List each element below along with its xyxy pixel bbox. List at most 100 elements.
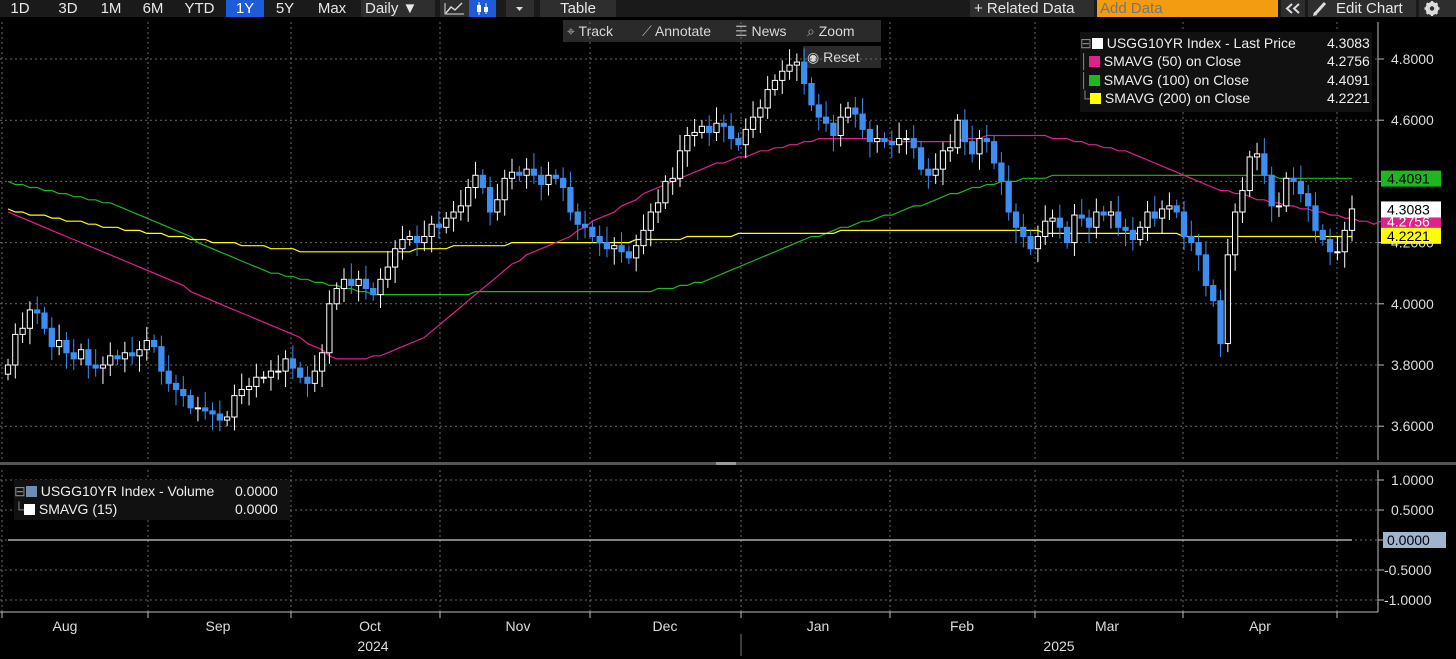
candle: [596, 225, 603, 257]
candle-body: [728, 125, 735, 140]
vol-y-tick-label: -0.5000: [1384, 562, 1432, 578]
legend-volume-sma15[interactable]: └ SMAVG (15) 0.0000: [14, 501, 278, 517]
annotate-button[interactable]: ⟋ Annotate: [638, 20, 734, 42]
candle-body: [245, 385, 253, 390]
legend-swatch: [1089, 93, 1101, 104]
candle-body: [881, 138, 888, 143]
candle-body: [318, 352, 326, 372]
candle-body: [238, 388, 245, 397]
candle-body: [771, 79, 779, 91]
legend-sma100[interactable]: │ SMAVG (100) on Close 4.4091: [1080, 72, 1370, 88]
candle: [421, 220, 428, 252]
candle: [187, 389, 194, 414]
legend-swatch: [1088, 75, 1100, 86]
collapse-panel-icon[interactable]: [1281, 0, 1305, 17]
candle-body: [289, 358, 296, 369]
range-1d-button[interactable]: 1D: [10, 0, 30, 17]
candle: [209, 402, 216, 430]
interval-dropdown[interactable]: Daily ▼: [361, 0, 435, 17]
legend-volume[interactable]: ⊟ USGG10YR Index - Volume 0.0000: [14, 483, 278, 499]
candle: [1239, 177, 1246, 224]
chart-type-dropdown[interactable]: [506, 0, 534, 17]
candle-body: [12, 333, 19, 366]
candle-body: [165, 370, 172, 384]
candle-body: [1034, 235, 1042, 250]
candle: [691, 118, 698, 147]
candle: [749, 101, 757, 138]
candle: [1064, 221, 1071, 249]
candle: [85, 338, 92, 379]
candle: [129, 336, 136, 365]
legend-label: SMAVG (50) on Close: [1103, 53, 1242, 69]
range-6m-button[interactable]: 6M: [142, 0, 164, 17]
chart-toolbar: 1D 3D 1M 6M YTD 1Y 5Y Max Daily ▼ Table …: [0, 0, 1456, 17]
line-chart-icon[interactable]: [440, 0, 469, 17]
candle-body: [779, 70, 786, 81]
candle-body: [903, 138, 910, 141]
candlestick-icon[interactable]: [469, 0, 496, 17]
zoom-button[interactable]: ⌕ Zoom: [803, 20, 881, 42]
settings-button[interactable]: [1419, 0, 1456, 17]
candle: [260, 371, 267, 384]
candle-body: [355, 278, 362, 286]
track-button[interactable]: ⌖ Track: [563, 20, 643, 42]
candle: [435, 210, 443, 239]
candle: [1020, 213, 1027, 248]
candle-body: [691, 131, 698, 137]
candle: [194, 396, 202, 422]
table-button[interactable]: Table: [540, 0, 616, 17]
candle-body: [808, 82, 815, 106]
news-button[interactable]: ☰ News: [731, 20, 804, 42]
candle-body: [939, 150, 947, 170]
candle: [998, 152, 1005, 195]
candle-body: [516, 171, 523, 176]
related-data-button[interactable]: + Related Data: [970, 0, 1094, 17]
legend-sma50[interactable]: │ SMAVG (50) on Close 4.2756: [1080, 53, 1370, 69]
legend-sma200[interactable]: └ SMAVG (200) on Close 4.2221: [1080, 90, 1370, 106]
reset-button[interactable]: ◉ Reset: [803, 46, 881, 68]
candle-body: [384, 266, 391, 280]
candle: [77, 343, 85, 365]
range-ytd-button[interactable]: YTD: [184, 0, 215, 17]
candle: [1283, 172, 1290, 212]
candle: [1100, 205, 1107, 222]
legend-value: 0.0000: [235, 501, 278, 517]
edit-chart-button[interactable]: Edit Chart: [1308, 0, 1416, 17]
candle-body: [1100, 211, 1107, 216]
candle: [720, 114, 727, 143]
candle-body: [202, 407, 209, 412]
candle: [1049, 209, 1056, 238]
candle: [698, 120, 706, 139]
range-1m-button[interactable]: 1M: [100, 0, 122, 17]
candle-body: [1290, 177, 1297, 182]
candle-body: [852, 107, 859, 115]
candle: [713, 107, 720, 142]
range-1y-button[interactable]: 1Y: [226, 0, 264, 17]
value-tag: 4.3083: [1381, 201, 1441, 218]
candle: [158, 335, 165, 385]
candle: [1085, 209, 1093, 244]
candle-body: [720, 122, 727, 127]
candle-body: [326, 303, 333, 354]
value-tag-bg: [1381, 213, 1441, 230]
candle-body: [150, 340, 158, 348]
range-max-button[interactable]: Max: [317, 0, 347, 17]
candle: [552, 169, 559, 185]
candle: [56, 324, 63, 356]
candle: [318, 344, 326, 388]
candle-body: [508, 171, 516, 179]
candle-body: [129, 352, 136, 357]
candle-body: [1064, 226, 1071, 244]
candle-body: [1305, 193, 1312, 207]
candle-body: [618, 245, 625, 253]
candle-body: [1107, 211, 1115, 216]
candle-body: [1027, 235, 1034, 250]
range-3d-button[interactable]: 3D: [58, 0, 78, 17]
candle: [238, 373, 245, 405]
candle-body: [1348, 208, 1356, 231]
candle: [92, 349, 99, 377]
range-5y-button[interactable]: 5Y: [275, 0, 295, 17]
legend-last-price[interactable]: ⊟ USGG10YR Index - Last Price 4.3083: [1080, 35, 1370, 51]
candle-body: [333, 288, 340, 305]
add-data-input[interactable]: [1097, 0, 1278, 17]
